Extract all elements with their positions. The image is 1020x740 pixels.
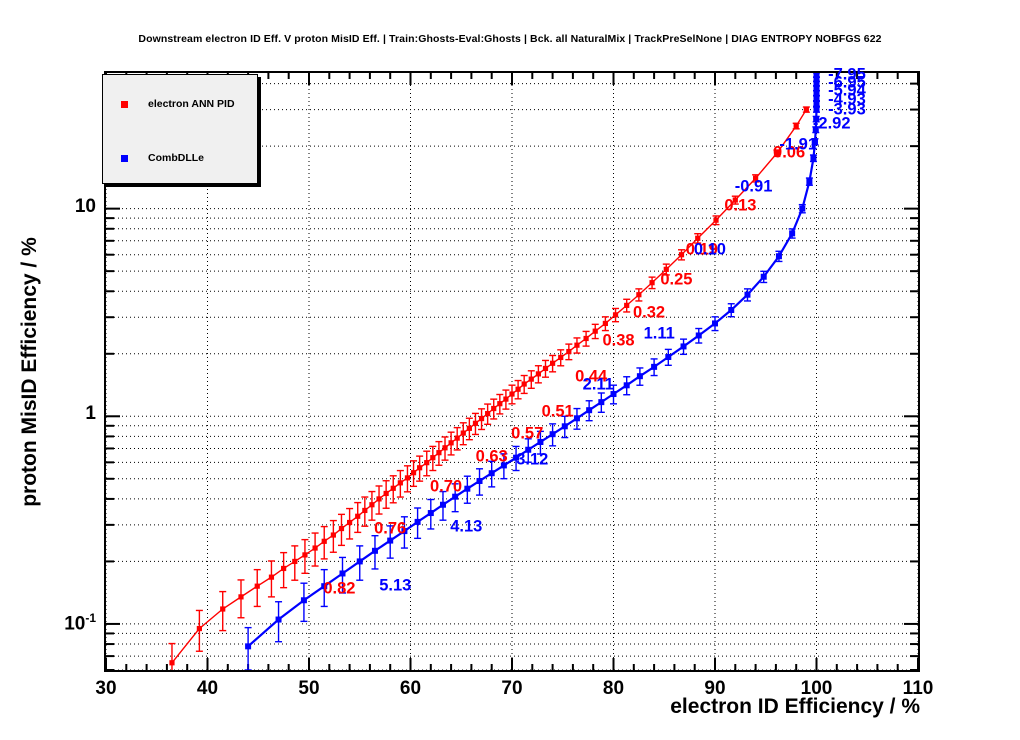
legend-label-0: electron ANN PID xyxy=(148,98,235,110)
y-tick-label: 10 xyxy=(74,195,96,217)
x-tick-label: 70 xyxy=(501,678,523,699)
data-point-label: 0.76 xyxy=(374,519,407,538)
data-point-label: -6.95 xyxy=(828,73,866,92)
y-axis-title: proton MisID Efficiency / % xyxy=(18,237,41,507)
data-point-label: -4.93 xyxy=(828,90,866,109)
x-tick-label: 40 xyxy=(196,678,219,699)
legend-marker-electron-ann-pid xyxy=(121,100,128,108)
x-tick-label: 30 xyxy=(95,678,117,699)
data-point-label: 0.44 xyxy=(575,367,608,386)
data-point-label: 0.38 xyxy=(602,331,635,350)
chart-legend: electron ANN PID CombDLLe xyxy=(102,74,258,184)
x-tick-label: 50 xyxy=(298,678,320,699)
series-electron-ann-pid xyxy=(168,106,810,670)
tick-marks xyxy=(106,73,918,670)
x-axis-title: electron ID Efficiency / % xyxy=(670,695,920,718)
data-point-label: -0.91 xyxy=(734,177,773,196)
data-point-label: 0.13 xyxy=(724,196,757,215)
data-point-label: 0.32 xyxy=(632,303,666,322)
plot-canvas xyxy=(106,73,918,670)
plot-frame xyxy=(104,71,920,672)
x-tick-label: 90 xyxy=(704,678,726,699)
y-tick-label: 10-1 xyxy=(64,610,96,635)
legend-marker-combdlle xyxy=(121,154,128,162)
x-tick-label: 60 xyxy=(399,678,422,699)
data-point-label: 0.06 xyxy=(773,143,806,162)
y-tick-label: 1 xyxy=(85,403,96,425)
legend-entry-1[interactable]: CombDLLe xyxy=(103,145,257,171)
data-point-label: -3.93 xyxy=(828,100,866,119)
data-point-label: 0.70 xyxy=(429,477,463,496)
data-point-label: 0.63 xyxy=(475,447,508,466)
data-point-label: 0.51 xyxy=(541,402,574,421)
data-point-label: 0.19 xyxy=(685,240,718,259)
data-point-label: 0.25 xyxy=(660,270,693,289)
data-point-label: -5.94 xyxy=(828,81,866,100)
data-point-label: 4.13 xyxy=(450,517,483,536)
data-point-label: 0.57 xyxy=(511,424,544,443)
chart-title: Downstream electron ID Eff. V proton Mis… xyxy=(138,33,882,45)
x-tick-label: 110 xyxy=(902,678,934,699)
legend-entry-0[interactable]: electron ANN PID xyxy=(103,91,257,117)
data-point-label: 3.12 xyxy=(516,450,549,469)
data-point-label: 5.13 xyxy=(379,576,412,595)
data-point-label: -2.92 xyxy=(812,114,851,133)
data-point-label: 1.11 xyxy=(643,324,675,343)
data-point-label: -1.91 xyxy=(779,135,818,154)
series-combdlle xyxy=(244,73,820,670)
data-point-label: 0.10 xyxy=(693,240,726,259)
data-point-label: 2.11 xyxy=(582,375,614,394)
x-tick-label: 80 xyxy=(602,678,625,699)
data-point-label: -7.95 xyxy=(828,65,866,84)
x-tick-label: 100 xyxy=(800,678,833,699)
legend-label-1: CombDLLe xyxy=(148,152,204,164)
data-point-label: 0.82 xyxy=(323,579,356,598)
